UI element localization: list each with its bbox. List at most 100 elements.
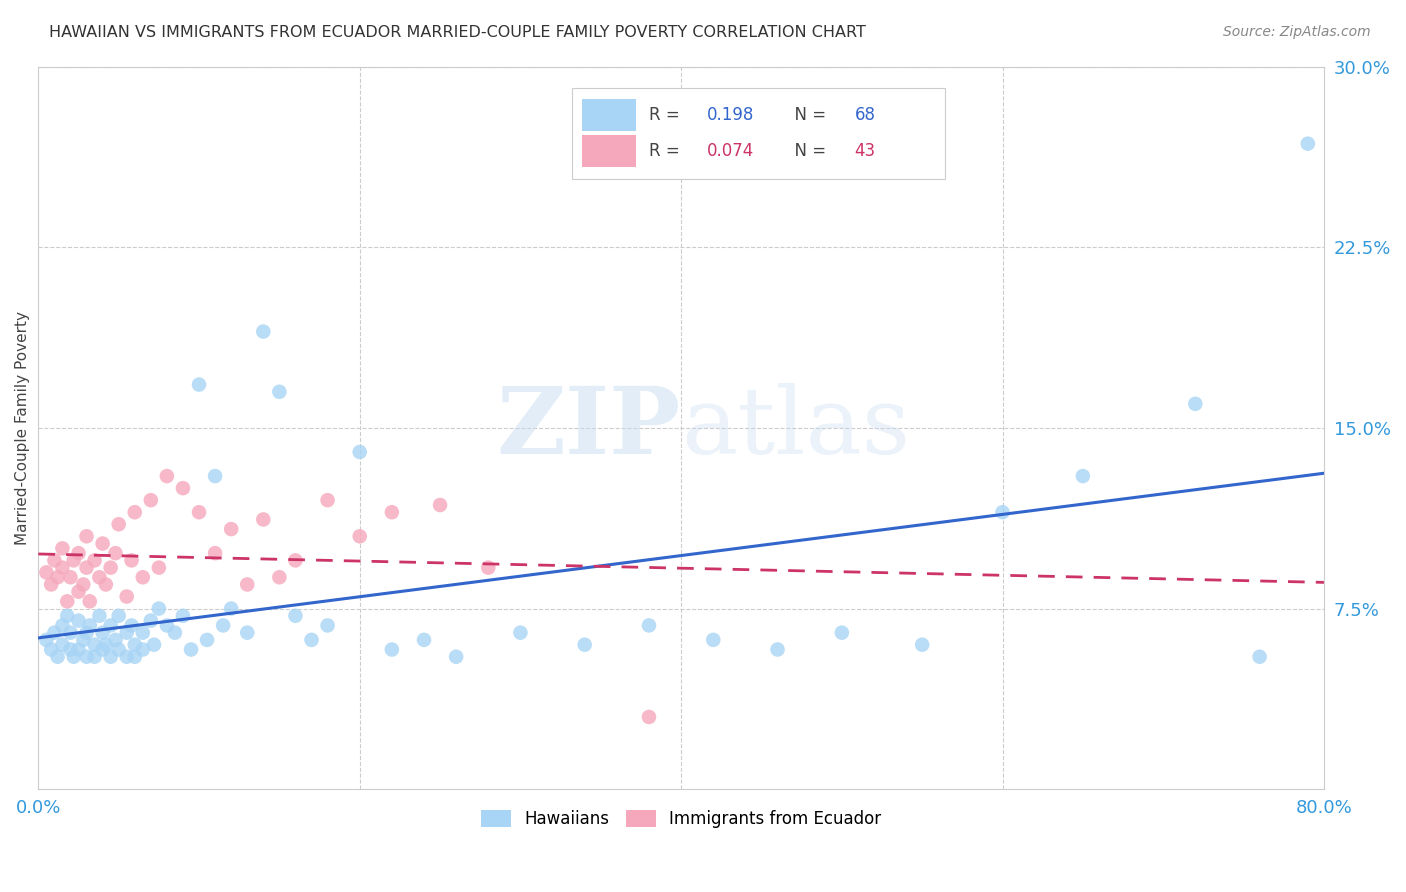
Point [477,560,499,574]
Point [204,469,226,483]
Point [316,493,339,508]
Text: 0.074: 0.074 [707,142,754,161]
Point [188,505,211,519]
Point [180,642,202,657]
Point [148,560,170,574]
Point [35,632,58,647]
Point [62,553,84,567]
Point [381,505,404,519]
Point [269,570,291,584]
FancyBboxPatch shape [582,99,636,131]
Point [132,625,155,640]
Point [67,642,90,657]
Point [121,553,143,567]
Point [124,505,146,519]
Point [100,560,122,574]
Point [188,377,211,392]
Point [94,638,117,652]
Point [1184,397,1206,411]
Point [236,577,259,591]
Text: N =: N = [785,106,831,124]
Point [91,536,114,550]
Point [115,590,138,604]
Point [83,638,105,652]
Point [67,584,90,599]
Point [413,632,436,647]
Point [94,577,117,591]
Point [212,618,235,632]
Point [574,638,596,652]
Point [121,618,143,632]
Point [1296,136,1319,151]
Point [139,493,162,508]
Point [219,601,242,615]
Point [349,529,371,543]
Point [204,546,226,560]
Point [79,594,101,608]
Point [1249,649,1271,664]
Point [51,541,73,556]
Text: 68: 68 [855,106,876,124]
Point [132,642,155,657]
Point [219,522,242,536]
Point [236,625,259,640]
Point [35,566,58,580]
Point [107,642,129,657]
Point [124,638,146,652]
Point [991,505,1014,519]
Point [91,642,114,657]
Point [115,625,138,640]
Point [59,570,82,584]
Point [269,384,291,399]
Point [132,570,155,584]
Point [100,649,122,664]
Point [444,649,467,664]
Point [100,618,122,632]
Point [104,546,127,560]
Point [163,625,186,640]
Point [509,625,531,640]
Point [911,638,934,652]
Point [56,608,79,623]
Point [89,570,111,584]
Point [67,546,90,560]
Point [72,632,94,647]
Point [56,594,79,608]
Point [39,577,62,591]
Point [44,553,66,567]
Point [72,577,94,591]
Point [76,649,98,664]
Point [638,710,661,724]
Point [104,632,127,647]
Point [67,614,90,628]
Text: 43: 43 [855,142,876,161]
Point [83,553,105,567]
Point [252,325,274,339]
Text: Source: ZipAtlas.com: Source: ZipAtlas.com [1223,25,1371,39]
Point [831,625,853,640]
Point [316,618,339,632]
Point [89,608,111,623]
Point [766,642,789,657]
Point [44,625,66,640]
Point [51,638,73,652]
Point [79,618,101,632]
Point [349,445,371,459]
Point [107,517,129,532]
Point [91,625,114,640]
Point [46,570,69,584]
Point [76,625,98,640]
Point [195,632,218,647]
Point [62,649,84,664]
Point [139,614,162,628]
Point [1071,469,1094,483]
Point [429,498,451,512]
FancyBboxPatch shape [582,136,636,167]
Point [156,618,179,632]
Point [148,601,170,615]
Point [172,608,194,623]
Text: R =: R = [650,142,685,161]
Point [143,638,166,652]
Text: 0.198: 0.198 [707,106,754,124]
Point [83,649,105,664]
